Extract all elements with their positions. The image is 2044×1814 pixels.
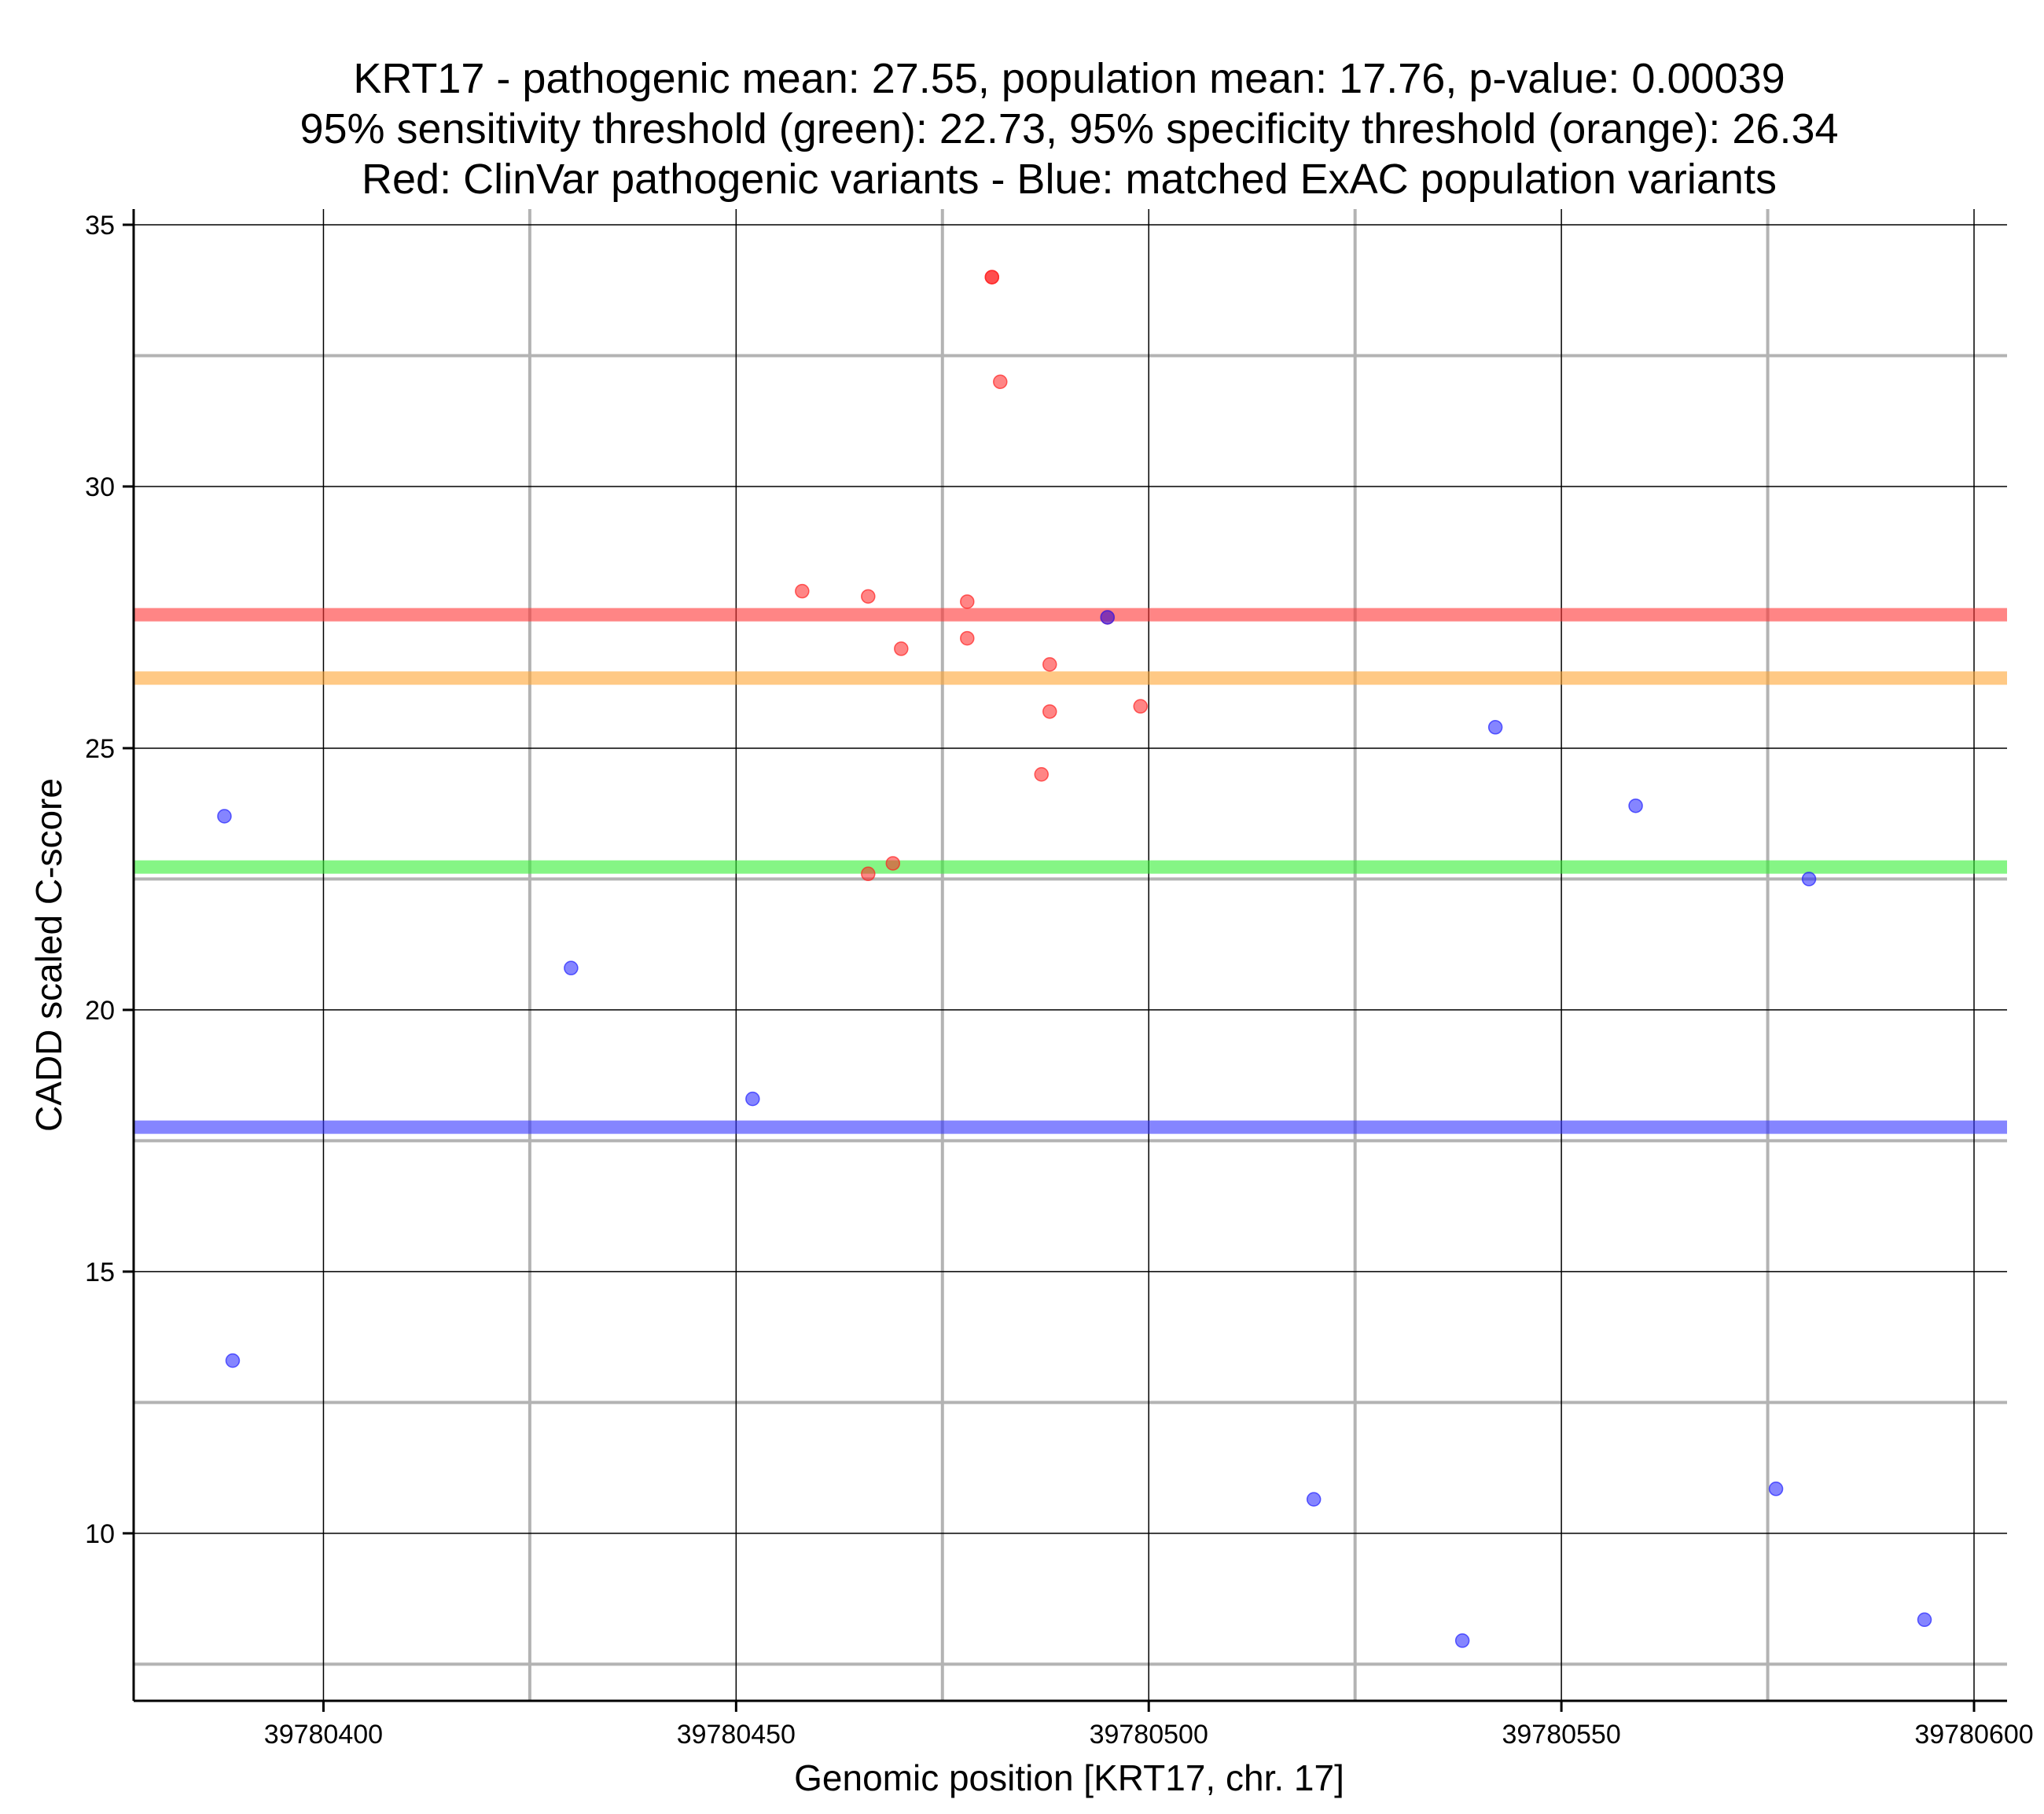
x-tick-label: 39780600	[1914, 1720, 2033, 1750]
data-point	[745, 1091, 760, 1107]
data-point	[1454, 1633, 1470, 1648]
data-point	[885, 856, 901, 871]
y-axis-label: CADD scaled C-score	[28, 778, 69, 1132]
data-point	[1034, 766, 1050, 782]
x-tick-label: 39780450	[677, 1720, 796, 1750]
data-point	[1042, 657, 1057, 672]
data-point	[217, 809, 232, 824]
data-point	[984, 270, 1000, 285]
data-point	[1628, 798, 1643, 813]
series-pathogenic	[795, 270, 1148, 882]
title-line-3: Red: ClinVar pathogenic variants - Blue:…	[362, 156, 1777, 203]
data-point	[1801, 872, 1817, 887]
data-point	[993, 374, 1008, 390]
x-tick-label: 39780400	[264, 1720, 383, 1750]
data-point	[1100, 610, 1115, 625]
data-point	[795, 583, 810, 599]
x-axis-label: Genomic position [KRT17, chr. 17]	[794, 1757, 1344, 1798]
reference-lines	[134, 608, 2007, 1134]
data-point	[1042, 704, 1057, 719]
data-point	[1917, 1612, 1932, 1628]
y-tick-label: 20	[85, 996, 115, 1026]
x-axis-ticks: 39780400 39780450 39780500 39780550 39780600	[264, 1701, 2034, 1750]
y-tick-label: 35	[85, 211, 115, 241]
data-point	[225, 1353, 241, 1368]
data-point	[1768, 1482, 1784, 1496]
grid	[134, 209, 2007, 1701]
data-point	[861, 866, 876, 882]
data-point	[564, 960, 579, 975]
title-line-1: KRT17 - pathogenic mean: 27.55, populati…	[353, 55, 1785, 102]
data-points	[217, 270, 1932, 1648]
y-tick-label: 10	[85, 1519, 115, 1549]
y-tick-label: 15	[85, 1258, 115, 1287]
title-line-2: 95% sensitivity threshold (green): 22.73…	[300, 105, 1838, 152]
series-population	[217, 610, 1932, 1648]
y-axis-ticks: 10 15 20 25 30 35	[85, 211, 134, 1549]
chart-title: KRT17 - pathogenic mean: 27.55, populati…	[300, 55, 1838, 203]
data-point	[960, 594, 975, 609]
data-point	[1306, 1492, 1322, 1507]
y-tick-label: 25	[85, 734, 115, 764]
x-tick-label: 39780500	[1090, 1720, 1208, 1750]
data-point	[894, 641, 909, 656]
data-point	[861, 589, 876, 604]
data-point	[1133, 699, 1148, 714]
y-tick-label: 30	[85, 472, 115, 502]
data-point	[960, 630, 975, 646]
x-tick-label: 39780550	[1502, 1720, 1620, 1750]
data-point	[1487, 720, 1503, 735]
